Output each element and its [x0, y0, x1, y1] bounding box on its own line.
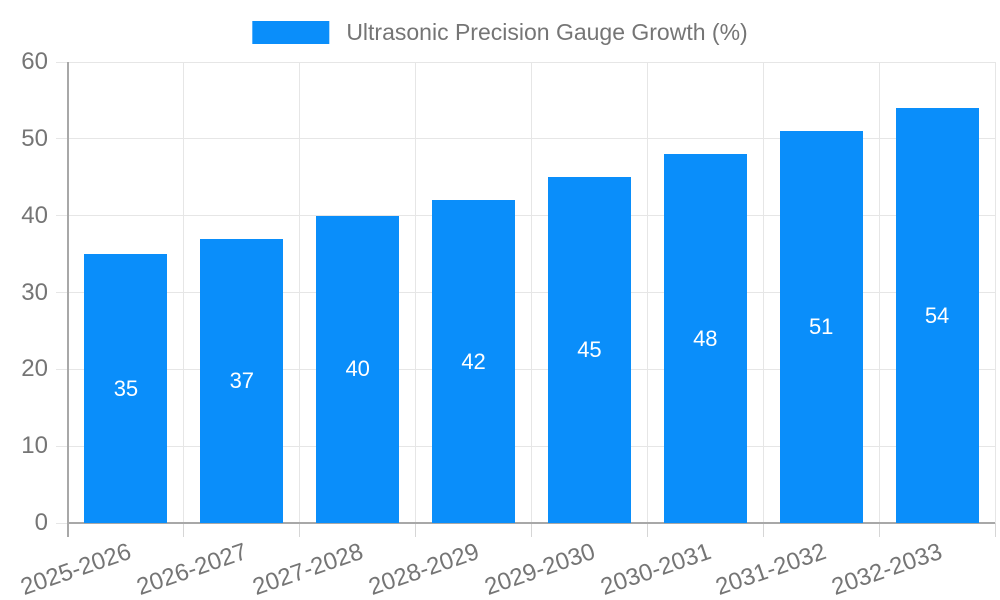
x-tick: [299, 523, 301, 537]
gridline-v: [299, 62, 301, 523]
y-tick-label: 30: [21, 278, 48, 306]
bar[interactable]: 45: [547, 177, 631, 523]
y-axis-line: [67, 62, 69, 537]
gridline-h: [56, 61, 995, 63]
y-tick-label: 20: [21, 355, 48, 383]
bar[interactable]: 54: [895, 108, 979, 523]
x-tick: [646, 523, 648, 537]
legend-swatch: [252, 21, 330, 44]
x-tick-label-wrap: 2032-2033: [687, 538, 946, 600]
bar[interactable]: 35: [84, 254, 168, 523]
x-axis-line: [68, 522, 995, 524]
gridline-h: [56, 215, 995, 217]
gridline-h: [56, 292, 995, 293]
bar-value-label: 54: [924, 302, 950, 328]
bar-value-label: 35: [113, 375, 139, 401]
y-tick-label: 60: [21, 48, 48, 75]
bar[interactable]: 48: [663, 154, 747, 523]
gridline-v: [415, 62, 417, 523]
bar[interactable]: 51: [779, 131, 863, 523]
legend: Ultrasonic Precision Gauge Growth (%): [252, 19, 748, 46]
x-tick-label: 2032-2033: [828, 538, 946, 600]
gridline-v: [531, 62, 532, 523]
bar-value-label: 40: [345, 356, 370, 382]
y-tick-label: 40: [21, 201, 48, 229]
gridline-v: [646, 62, 648, 523]
x-tick: [994, 523, 996, 537]
x-tick: [762, 523, 764, 537]
gridline-h: [56, 138, 995, 140]
gridline-v: [762, 62, 764, 523]
x-tick: [415, 523, 417, 537]
bar-value-label: 45: [577, 337, 602, 363]
gridline-h: [56, 368, 995, 370]
y-tick-label: 10: [21, 432, 48, 460]
bar-value-label: 51: [808, 314, 834, 340]
y-tick-label: 0: [34, 509, 48, 536]
bar[interactable]: 37: [200, 238, 284, 523]
bar-value-label: 42: [461, 348, 486, 374]
x-tick: [531, 523, 532, 537]
bar[interactable]: 40: [316, 215, 400, 523]
bar[interactable]: 42: [432, 200, 516, 523]
x-tick: [878, 523, 880, 537]
gridline-h: [56, 445, 995, 447]
gridline-v: [878, 62, 880, 523]
gridline-v: [183, 62, 185, 523]
gridline-v: [994, 62, 996, 523]
x-tick: [183, 523, 185, 537]
bar-value-label: 48: [693, 325, 718, 351]
bar-value-label: 37: [229, 367, 255, 393]
legend-label: Ultrasonic Precision Gauge Growth (%): [346, 19, 748, 45]
y-tick-label: 50: [21, 124, 48, 152]
